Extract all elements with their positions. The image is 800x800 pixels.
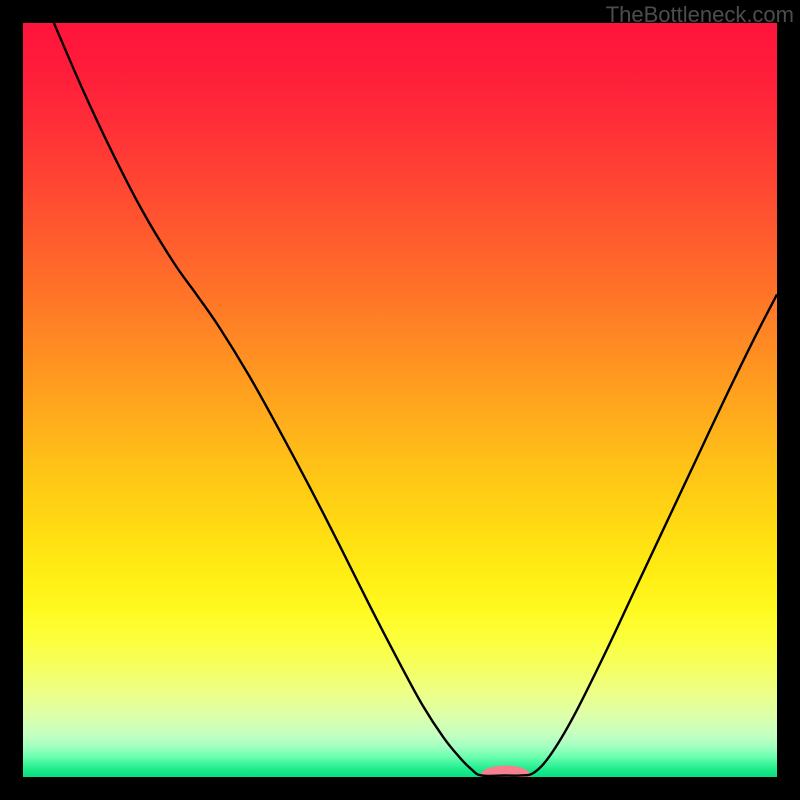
bottleneck-chart	[0, 0, 800, 800]
watermark-text: TheBottleneck.com	[606, 2, 794, 28]
